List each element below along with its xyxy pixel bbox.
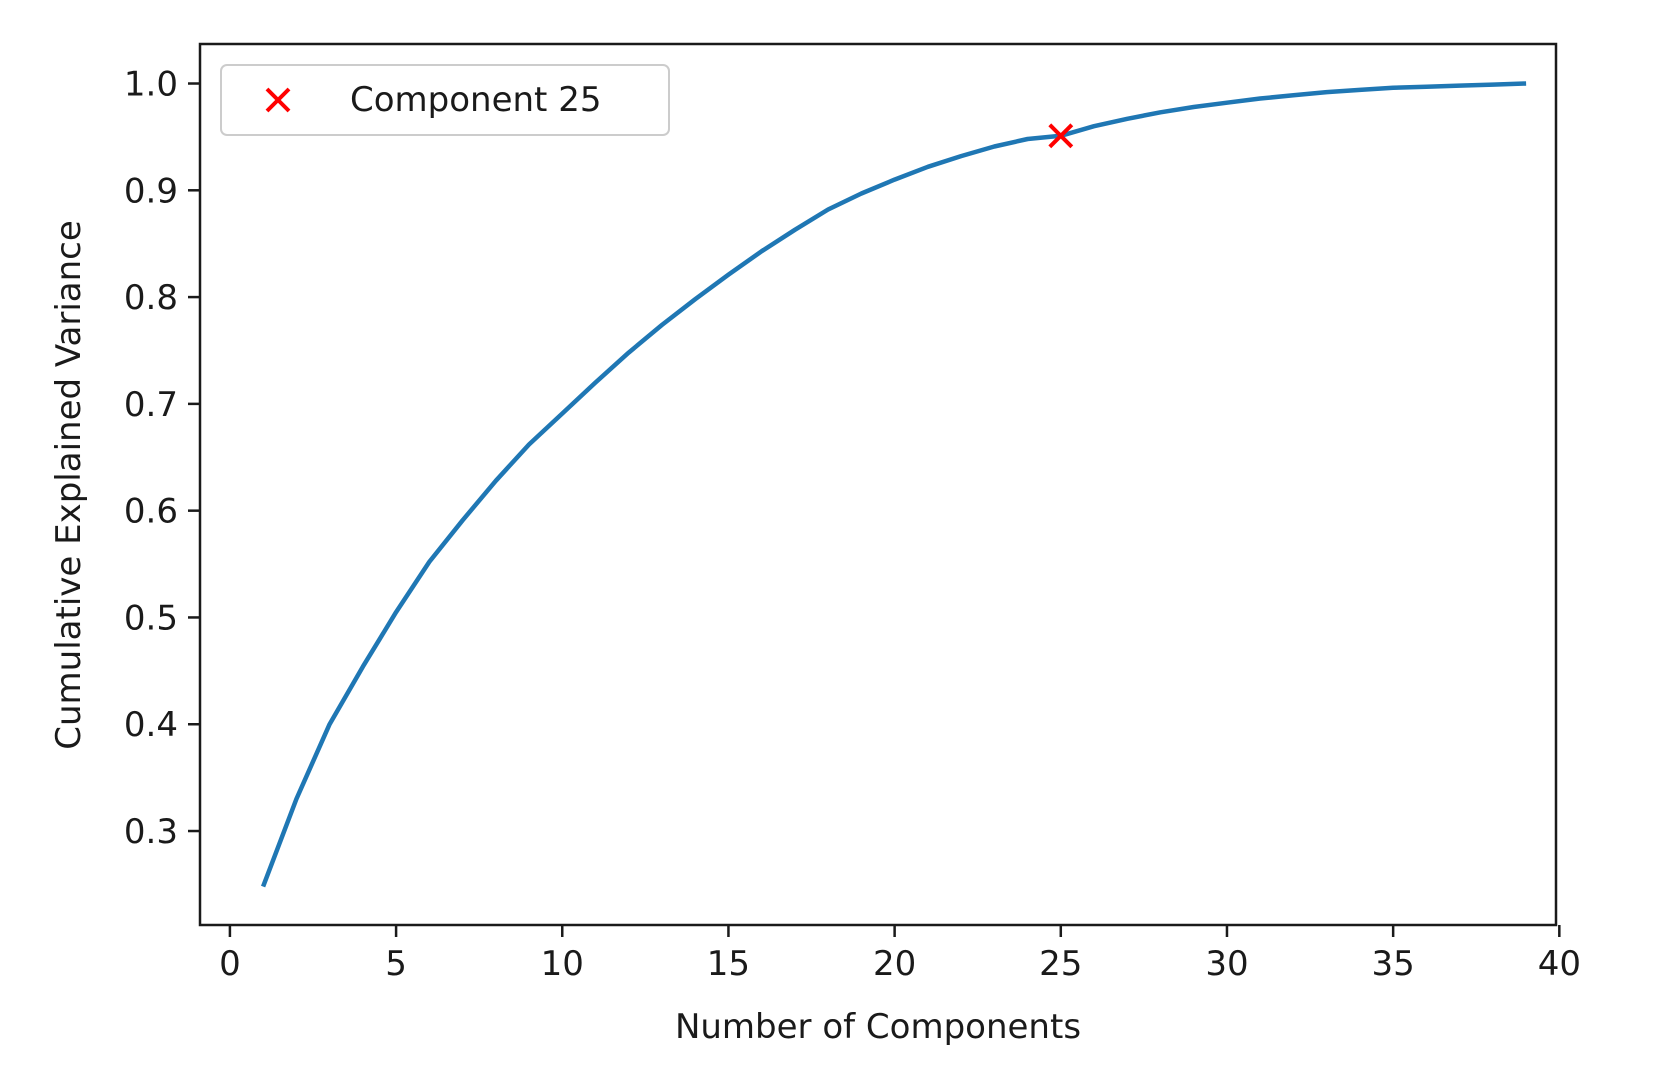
x-axis-label: Number of Components xyxy=(675,1007,1081,1047)
y-axis-ticks: 0.3 0.4 0.5 0.6 0.7 0.8 0.9 1.0 xyxy=(124,65,200,852)
legend[interactable]: Component 25 xyxy=(220,64,670,136)
y-tick-label: 0.3 xyxy=(124,812,178,852)
y-tick-label: 0.4 xyxy=(124,705,178,745)
x-tick-label: 30 xyxy=(1205,944,1248,984)
x-marker-stroke xyxy=(265,87,291,113)
legend-marker-x-icon xyxy=(265,87,291,113)
y-tick-label: 0.5 xyxy=(124,598,178,638)
y-axis-label: Cumulative Explained Variance xyxy=(49,220,89,750)
cumulative-variance-line xyxy=(260,81,1527,888)
y-tick-label: 0.6 xyxy=(124,492,178,532)
x-tick-label: 40 xyxy=(1538,944,1581,984)
legend-entry-label: Component 25 xyxy=(350,80,601,120)
component-25-marker xyxy=(1048,123,1074,149)
y-tick-label: 0.7 xyxy=(124,385,178,425)
plot-layer xyxy=(260,81,1527,888)
x-tick-label: 35 xyxy=(1372,944,1415,984)
x-tick-label: 10 xyxy=(541,944,584,984)
x-tick-label: 5 xyxy=(385,944,407,984)
plot-frame xyxy=(198,42,1558,927)
plot-area-background xyxy=(200,44,1556,925)
x-tick-label: 25 xyxy=(1039,944,1082,984)
y-tick-label: 0.9 xyxy=(124,171,178,211)
x-tick-label: 0 xyxy=(219,944,241,984)
x-tick-label: 20 xyxy=(873,944,916,984)
x-axis-ticks: 0 5 10 15 20 25 30 35 40 xyxy=(219,925,1581,984)
legend-box xyxy=(220,64,670,136)
x-tick-label: 15 xyxy=(707,944,750,984)
y-tick-label: 1.0 xyxy=(124,65,178,105)
x-marker-stroke xyxy=(1048,123,1074,149)
y-tick-label: 0.8 xyxy=(124,278,178,318)
legend-x-marker xyxy=(265,87,291,113)
